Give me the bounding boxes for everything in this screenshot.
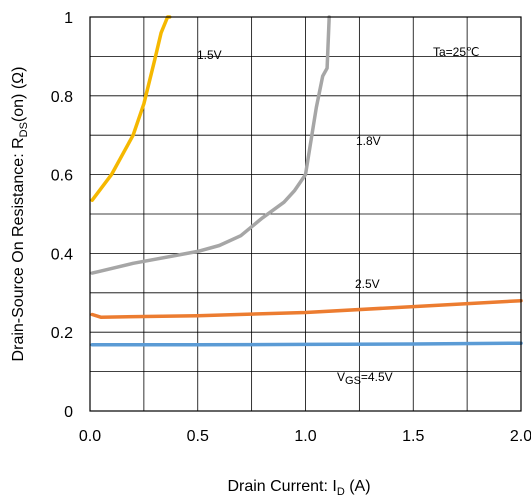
- x-axis-title: Drain Current: ID (A): [227, 478, 370, 498]
- vgs-subscript: GS: [345, 375, 361, 387]
- y-tick-label: 0.2: [51, 325, 73, 342]
- x-tick-label: 0.5: [187, 428, 209, 445]
- x-axis-title-tail: (A): [345, 478, 371, 495]
- vgs-value: =4.5V: [361, 370, 393, 384]
- series-line-4-5v: [90, 341, 523, 347]
- series-label-1-5v: 1.5V: [197, 48, 222, 62]
- y-axis-title-main: Drain-Source On Resistance: R: [10, 137, 27, 361]
- x-axis-title-sub: D: [337, 486, 345, 498]
- series-label-1-8v: 1.8V: [356, 134, 381, 148]
- series-line-2-5v: [90, 298, 523, 319]
- y-tick-label: 0.6: [51, 168, 73, 185]
- x-tick-label: 0.0: [79, 428, 101, 445]
- series-label-4-5v: VGS=4.5V: [337, 370, 393, 387]
- temperature-annotation: Ta=25℃: [433, 45, 480, 59]
- x-tick-label: 1.5: [402, 428, 424, 445]
- x-tick-label: 1.0: [294, 428, 316, 445]
- series-line-1-5v: [90, 15, 172, 202]
- y-tick-label: 1: [64, 10, 73, 27]
- series-lines: [90, 15, 523, 347]
- y-tick-label: 0.4: [51, 246, 73, 263]
- x-axis-title-main: Drain Current: I: [227, 478, 336, 495]
- series-label-2-5v: 2.5V: [355, 277, 380, 291]
- vgs-prefix: V: [337, 370, 345, 384]
- y-axis-title: Drain-Source On Resistance: RDS(on) (Ω): [10, 67, 30, 362]
- plot-frame: [89, 16, 522, 412]
- y-tick-label: 0.8: [51, 89, 73, 106]
- tick-labels: 0.0 0.5 1.0 1.5 2.0 0 0.2 0.4 0.6 0.8 1: [51, 10, 531, 445]
- x-tick-label: 2.0: [510, 428, 531, 445]
- y-tick-label: 0: [64, 404, 73, 421]
- y-axis-title-tail: (on) (Ω): [10, 67, 27, 123]
- series-line-1-8v: [90, 15, 331, 275]
- y-axis-title-sub: DS: [18, 122, 30, 137]
